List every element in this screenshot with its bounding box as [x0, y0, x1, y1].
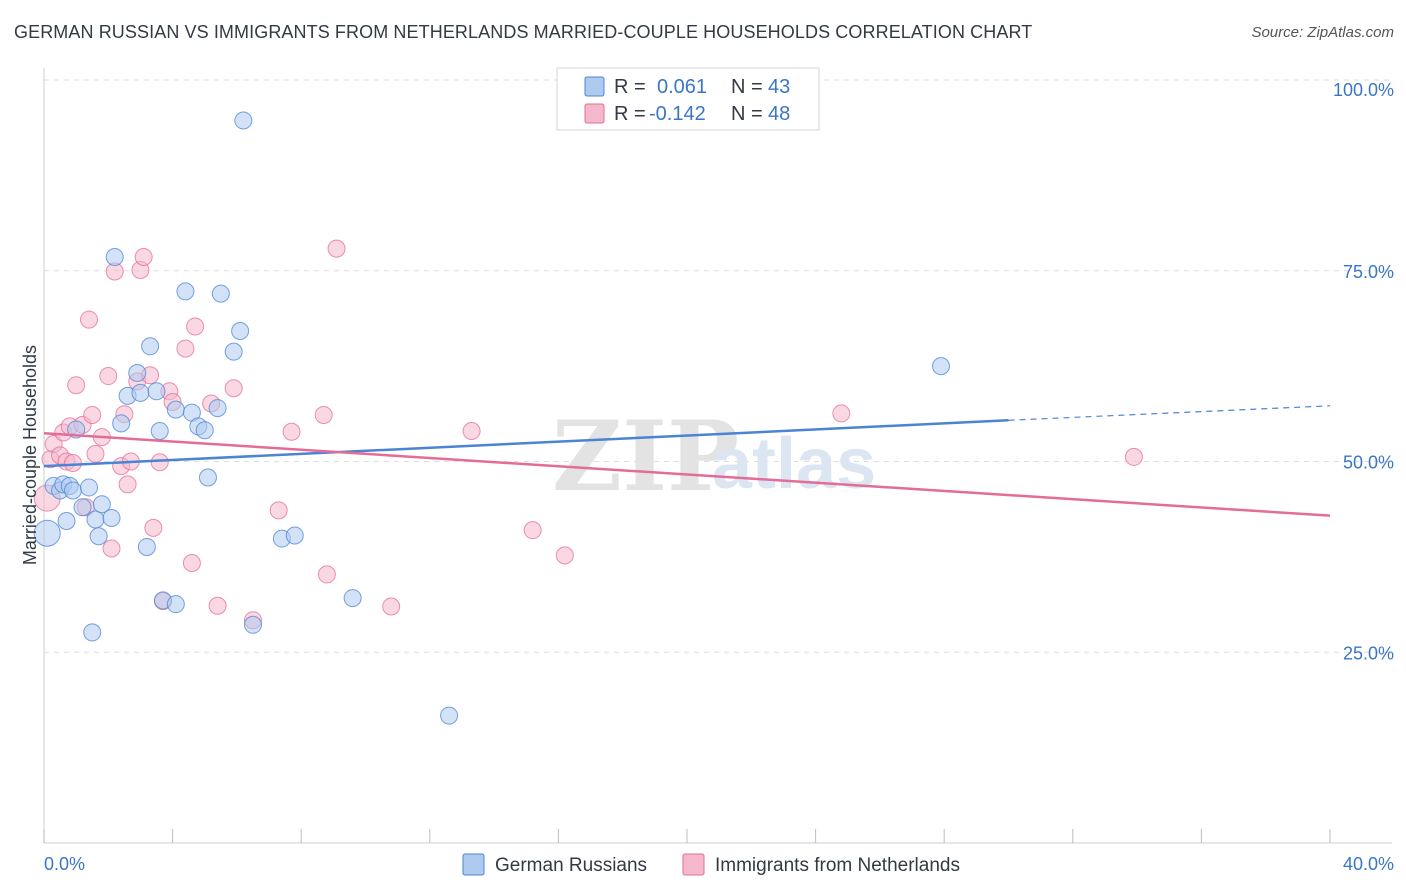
grid-lines — [44, 79, 1392, 653]
data-points — [33, 111, 1143, 725]
y-tick-label-1: 50.0% — [1343, 453, 1394, 473]
source-label: Source: ZipAtlas.com — [1251, 24, 1394, 41]
correlation-legend: R = 0.061 N = 43 R = -0.142 N = 48 — [556, 67, 820, 131]
watermark: ZIP atlas — [552, 400, 876, 513]
point-netherlands-13 — [86, 444, 105, 463]
series-legend: German Russians Immigrants from Netherla… — [462, 853, 960, 876]
y-axis-title: Married-couple Households — [20, 345, 40, 565]
point-german-russians-6 — [63, 481, 82, 500]
x-tick-labels: 0.0% 40.0% — [44, 854, 1394, 874]
trend-lines — [43, 405, 1331, 517]
series-label-german-russians: German Russians — [495, 855, 647, 876]
point-netherlands-16 — [102, 539, 121, 558]
x-tick-label-1: 40.0% — [1343, 854, 1394, 874]
point-german-russians-9 — [80, 478, 99, 497]
point-netherlands-32 — [182, 553, 201, 572]
point-german-russians-42 — [931, 357, 950, 376]
point-german-russians-35 — [231, 322, 250, 341]
point-netherlands-26 — [144, 518, 163, 537]
point-german-russians-23 — [150, 421, 169, 440]
point-netherlands-31 — [176, 339, 195, 358]
point-netherlands-7 — [63, 454, 82, 473]
point-german-russians-25 — [166, 595, 185, 614]
point-german-russians-10 — [83, 623, 102, 642]
point-netherlands-40 — [314, 405, 333, 424]
point-german-russians-26 — [166, 400, 185, 419]
point-german-russians-11 — [86, 510, 105, 529]
legend-n-label-1: N = — [731, 103, 763, 125]
point-netherlands-11 — [80, 310, 99, 329]
legend-swatch-blue — [584, 76, 605, 97]
watermark-atlas: atlas — [712, 424, 876, 504]
point-german-russians-22 — [147, 382, 166, 401]
point-german-russians-21 — [141, 337, 160, 356]
trend-line-german-russians — [43, 419, 1009, 468]
y-tick-label-0: 25.0% — [1343, 643, 1394, 663]
trend-line-netherlands — [43, 432, 1331, 517]
point-german-russians-15 — [105, 248, 124, 267]
point-german-russians-19 — [131, 383, 150, 402]
point-netherlands-8 — [67, 376, 86, 395]
point-german-russians-14 — [102, 508, 121, 527]
legend-r-value-1: -0.142 — [649, 103, 706, 125]
point-german-russians-8 — [73, 498, 92, 517]
point-netherlands-24 — [134, 248, 153, 267]
point-german-russians-30 — [195, 421, 214, 440]
point-german-russians-20 — [137, 537, 156, 556]
legend-r-label-1: R = — [614, 103, 646, 125]
point-netherlands-15 — [99, 367, 118, 386]
point-german-russians-31 — [198, 468, 217, 487]
point-netherlands-42 — [327, 239, 346, 258]
point-netherlands-35 — [208, 596, 227, 615]
series-swatch-netherlands — [682, 853, 705, 876]
point-netherlands-46 — [555, 546, 574, 565]
y-tick-label-3: 100.0% — [1333, 80, 1394, 100]
point-german-russians-32 — [208, 399, 227, 418]
point-german-russians-13 — [92, 495, 111, 514]
watermark-zip: ZIP — [552, 400, 739, 513]
point-german-russians-16 — [112, 414, 131, 433]
series-swatch-german-russians — [462, 853, 485, 876]
point-netherlands-48 — [1124, 447, 1143, 466]
point-german-russians-37 — [243, 615, 262, 634]
point-german-russians-36 — [234, 111, 253, 130]
point-german-russians-7 — [67, 420, 86, 439]
legend-swatch-pink — [584, 103, 605, 124]
legend-n-label-0: N = — [731, 76, 763, 98]
point-german-russians-18 — [128, 363, 147, 382]
point-netherlands-47 — [832, 404, 851, 423]
series-label-netherlands: Immigrants from Netherlands — [715, 855, 960, 876]
point-german-russians-41 — [440, 706, 459, 725]
legend-r-value-0: 0.061 — [657, 76, 707, 98]
point-netherlands-44 — [462, 421, 481, 440]
legend-r-label-0: R = — [614, 76, 646, 98]
y-tick-label-2: 75.0% — [1343, 262, 1394, 282]
point-german-russians-33 — [211, 284, 230, 303]
legend-n-value-0: 43 — [768, 76, 790, 98]
point-netherlands-20 — [118, 475, 137, 494]
point-netherlands-39 — [282, 422, 301, 441]
point-netherlands-27 — [150, 453, 169, 472]
point-german-russians-40 — [343, 589, 362, 608]
point-netherlands-33 — [186, 317, 205, 336]
legend-n-value-1: 48 — [768, 103, 790, 125]
point-german-russians-39 — [285, 526, 304, 545]
point-netherlands-43 — [382, 597, 401, 616]
point-netherlands-12 — [83, 405, 102, 424]
y-tick-labels: 25.0% 50.0% 75.0% 100.0% — [1333, 80, 1394, 663]
point-netherlands-45 — [523, 521, 542, 540]
point-german-russians-0 — [33, 519, 61, 547]
point-netherlands-38 — [269, 501, 288, 520]
point-netherlands-36 — [224, 379, 243, 398]
x-tick-label-0: 0.0% — [44, 854, 85, 874]
point-german-russians-34 — [224, 342, 243, 361]
point-german-russians-12 — [89, 527, 108, 546]
trend-line-german-russians-extension — [1008, 405, 1331, 421]
point-german-russians-27 — [176, 282, 195, 301]
point-netherlands-41 — [317, 565, 336, 584]
chart-title: GERMAN RUSSIAN VS IMMIGRANTS FROM NETHER… — [14, 22, 1033, 42]
point-german-russians-4 — [57, 512, 76, 531]
